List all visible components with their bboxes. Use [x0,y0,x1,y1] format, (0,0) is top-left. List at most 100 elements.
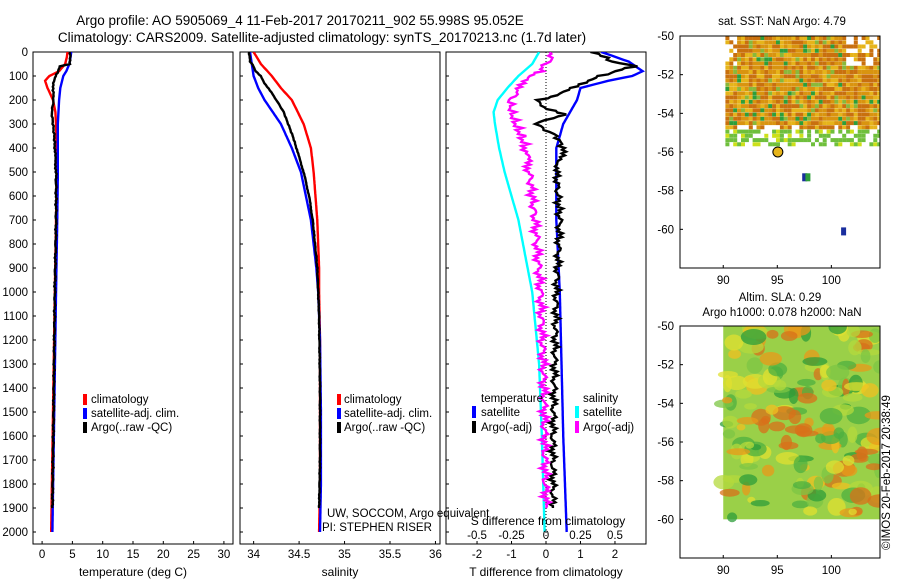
sst-cell [811,48,815,53]
sst-cell [822,104,827,109]
sst-cell [873,95,878,100]
sst-cell [814,74,819,79]
sst-cell [811,91,815,96]
sst-cell [783,48,788,53]
depth-tick-label: 1400 [2,383,28,395]
sst-cell [783,104,788,109]
sst-cell [799,65,804,70]
sst-cell [877,99,880,104]
sst-cell [756,36,761,40]
sst-cell [776,112,780,117]
sst-cell [846,116,851,121]
sst-cell [772,44,777,49]
sst-cell [725,82,730,87]
sst-cell [807,95,812,100]
temperature-panel-frame [32,51,234,545]
sst-cell [733,116,738,121]
sla-blob [864,411,880,420]
sst-cell [857,95,862,100]
sst-cell [814,44,819,49]
sst-cell [799,125,804,130]
sst-cell [783,138,788,143]
sst-cell [834,91,839,96]
sst-cell [861,125,866,130]
sla-blob [759,352,782,366]
sst-cell [857,99,862,104]
sst-cell [857,104,862,109]
sst-cell [818,133,823,138]
sst-cell [744,129,749,134]
sla-blob [828,326,847,335]
sst-cell [725,133,730,138]
sst-cell [768,95,773,100]
sst-cell [861,129,866,134]
salinity-xlabel: salinity [322,565,359,579]
sst-cell [826,112,831,117]
sst-cell [744,74,749,79]
sst-cell [756,108,761,113]
sla-blob [797,378,816,387]
sst-cell [776,104,780,109]
sst-cell [772,133,777,138]
sst-cell [779,40,784,45]
sst-cell [849,87,854,91]
sst-cell [783,61,788,66]
sst-cell [838,36,843,40]
sst-cell [764,138,769,143]
sst-cell [877,108,880,113]
sst-cell [814,104,819,109]
sst-cell [861,82,866,87]
sst-cell [807,133,812,138]
sst-cell [865,121,870,126]
sst-cell [764,70,769,74]
sst-cell [822,133,827,138]
sst-cell [807,121,812,126]
sst-cell [869,112,874,117]
sla-blob [813,427,837,436]
sst-cell [737,104,742,109]
sst-cell [737,36,742,40]
sst-cell [830,44,835,49]
sst-cell [818,112,823,117]
sst-cell [818,82,823,87]
sst-cell [725,116,730,121]
map-y-tick-label: -52 [657,70,674,82]
sst-cell [814,129,819,134]
sst-cell [865,36,870,40]
sst-cell [869,125,874,130]
sst-cell [830,53,835,57]
sst-cell [787,104,792,109]
sst-cell [741,142,745,147]
sst-cell [791,57,796,62]
sst-cell [772,116,777,121]
sla-blob [736,424,746,431]
sst-cell [752,99,757,104]
sst-cell [857,48,862,53]
sst-cell [752,74,757,79]
sla-blob [728,349,741,359]
sst-cell [803,74,808,79]
sst-cell [748,65,753,70]
sst-cell [857,121,862,126]
sst-cell [748,74,753,79]
sst-cell [791,48,796,53]
sst-cell [744,138,749,143]
sst-cell [772,112,777,117]
sst-cell [776,70,780,74]
sst-cell [756,91,761,96]
sst-cell [803,91,808,96]
sst-cell [873,142,878,147]
sst-cell [779,48,784,53]
sst-cell [869,87,874,91]
sst-cell [752,142,757,147]
sst-cell [873,104,878,109]
sst-cell [752,91,757,96]
sst-cell [849,129,854,134]
sst-cell [768,40,773,45]
sst-cell [814,36,819,40]
sst-cell [737,116,742,121]
sst-cell [873,112,878,117]
sst-cell [779,78,784,83]
sst-cell [853,116,858,121]
sst-cell [849,138,854,143]
